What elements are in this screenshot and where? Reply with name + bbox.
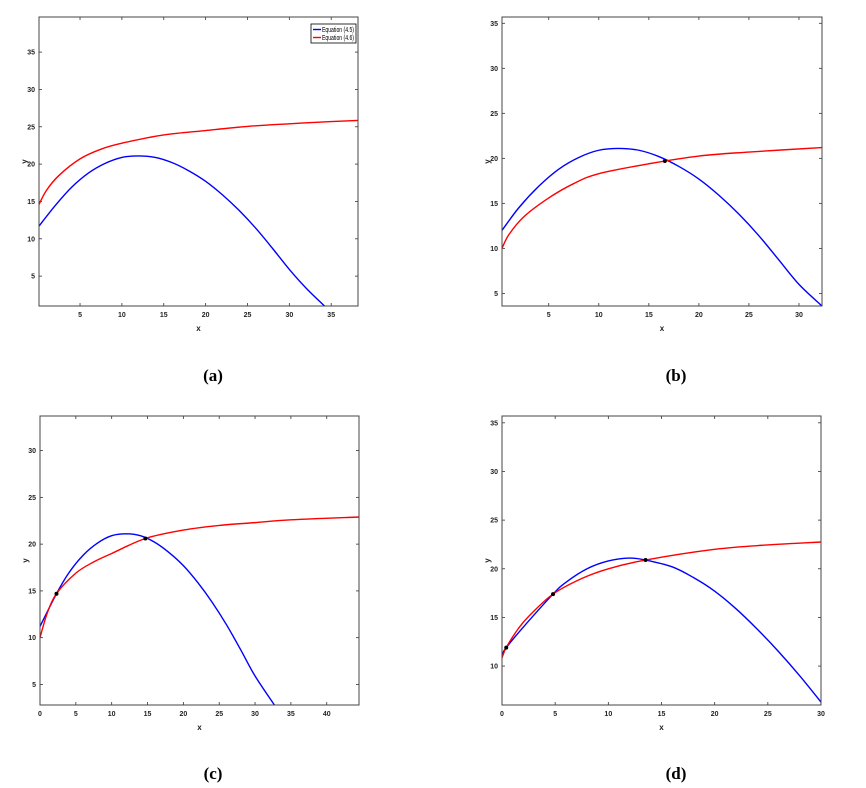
y-tick-label: 20: [28, 542, 36, 549]
y-tick-label: 30: [490, 66, 498, 73]
x-tick-label: 30: [795, 312, 803, 319]
y-axis-label: y: [483, 159, 492, 164]
x-tick-label: 0: [500, 711, 504, 718]
y-axis-label: y: [483, 558, 492, 563]
axes-frame: [39, 415, 360, 706]
intersection-point: [662, 159, 667, 164]
subplot-caption: (b): [666, 366, 687, 385]
x-tick-label: 5: [78, 312, 82, 319]
series-line-red: [39, 119, 358, 205]
series-line-blue: [40, 533, 275, 705]
subplot-a: 5 10 15 20 25 30 35 5 10 15 20 25 30 35 x y Equation (4.…: [20, 16, 359, 385]
x-axis-label: x: [660, 324, 665, 333]
y-tick-label: 20: [27, 162, 35, 169]
intersection-point: [643, 558, 648, 563]
y-tick-label: 20: [490, 156, 498, 163]
x-tick-label: 15: [160, 312, 168, 319]
y-axis-label: y: [20, 159, 29, 164]
axes-frame: [38, 16, 359, 307]
x-tick-label: 25: [745, 312, 753, 319]
x-tick-label: 5: [74, 711, 78, 718]
x-axis-label: x: [197, 723, 202, 732]
axes-frame: [501, 16, 823, 307]
y-tick-label: 25: [490, 111, 498, 118]
y-tick-label: 15: [27, 199, 35, 206]
y-tick-label: 15: [28, 588, 36, 595]
subplot-caption: (d): [666, 764, 687, 783]
x-tick-label: 15: [658, 711, 666, 718]
y-tick-label: 25: [490, 518, 498, 525]
series-line-red: [502, 541, 821, 659]
series-group: [502, 541, 821, 703]
x-tick-label: 35: [287, 711, 295, 718]
y-tick-label: 15: [490, 615, 498, 622]
x-tick-label: 10: [118, 312, 126, 319]
y-tick-label: 35: [490, 21, 498, 28]
y-tick-label: 10: [28, 635, 36, 642]
y-tick-label: 5: [32, 682, 36, 689]
y-tick-label: 10: [490, 664, 498, 671]
x-tick-label: 10: [595, 312, 603, 319]
x-tick-label: 30: [251, 711, 259, 718]
series-line-red: [502, 146, 822, 249]
plot-area: [40, 416, 359, 705]
axes-frame: [501, 415, 822, 706]
x-tick-label: 15: [144, 711, 152, 718]
x-tick-label: 15: [645, 312, 653, 319]
x-tick-label: 20: [179, 711, 187, 718]
y-tick-label: 5: [494, 291, 498, 298]
y-tick-label: 25: [27, 124, 35, 131]
y-tick-label: 5: [31, 274, 35, 281]
y-tick-label: 25: [28, 495, 36, 502]
y-tick-label: 35: [490, 420, 498, 427]
x-axis-label: x: [196, 324, 201, 333]
y-tick-label: 30: [27, 87, 35, 94]
series-line-blue: [39, 155, 325, 306]
x-tick-label: 20: [695, 312, 703, 319]
x-tick-label: 5: [547, 312, 551, 319]
plot-area: [502, 416, 821, 705]
intersection-point: [551, 592, 556, 597]
y-tick-label: 15: [490, 201, 498, 208]
x-tick-label: 10: [604, 711, 612, 718]
subplot-c: 0 5 10 15 20 25 30 35 40 5 10 15 20 25 30 x y (c): [21, 415, 360, 783]
subplot-caption: (a): [203, 366, 223, 385]
x-axis-label: x: [659, 723, 664, 732]
x-tick-label: 35: [327, 312, 335, 319]
x-tick-label: 25: [764, 711, 772, 718]
series-group: [502, 146, 822, 306]
legend-entry: Equation (4.5): [322, 27, 354, 34]
y-axis-label: y: [21, 558, 30, 563]
intersection-point: [54, 591, 59, 596]
subplot-d: 0 5 10 15 20 25 30 10 15 20 25 30 35 x y (d): [483, 415, 825, 783]
series-line-blue: [502, 147, 822, 306]
legend: Equation (4.5)Equation (4.6): [310, 23, 357, 44]
legend-box: [310, 23, 357, 44]
legend-entry: Equation (4.6): [322, 35, 354, 42]
intersection-point: [143, 536, 148, 541]
x-tick-label: 20: [711, 711, 719, 718]
x-tick-label: 5: [553, 711, 557, 718]
y-tick-label: 10: [490, 246, 498, 253]
plot-area: [39, 17, 358, 306]
subplot-caption: (c): [204, 764, 223, 783]
y-tick-label: 20: [490, 566, 498, 573]
intersection-point: [504, 645, 509, 650]
x-tick-label: 30: [285, 312, 293, 319]
x-tick-label: 30: [817, 711, 825, 718]
x-tick-label: 20: [202, 312, 210, 319]
subplot-b: 5 10 15 20 25 30 5 10 15 20 25 30 35 x y (b): [483, 16, 823, 385]
x-tick-label: 25: [215, 711, 223, 718]
x-tick-label: 40: [323, 711, 331, 718]
y-tick-label: 30: [490, 469, 498, 476]
series-group: [39, 119, 358, 306]
series-group: [40, 516, 359, 705]
x-tick-label: 10: [108, 711, 116, 718]
x-tick-label: 25: [244, 312, 252, 319]
y-tick-label: 30: [28, 448, 36, 455]
x-tick-label: 0: [38, 711, 42, 718]
y-tick-label: 35: [27, 50, 35, 57]
y-tick-label: 10: [27, 236, 35, 243]
